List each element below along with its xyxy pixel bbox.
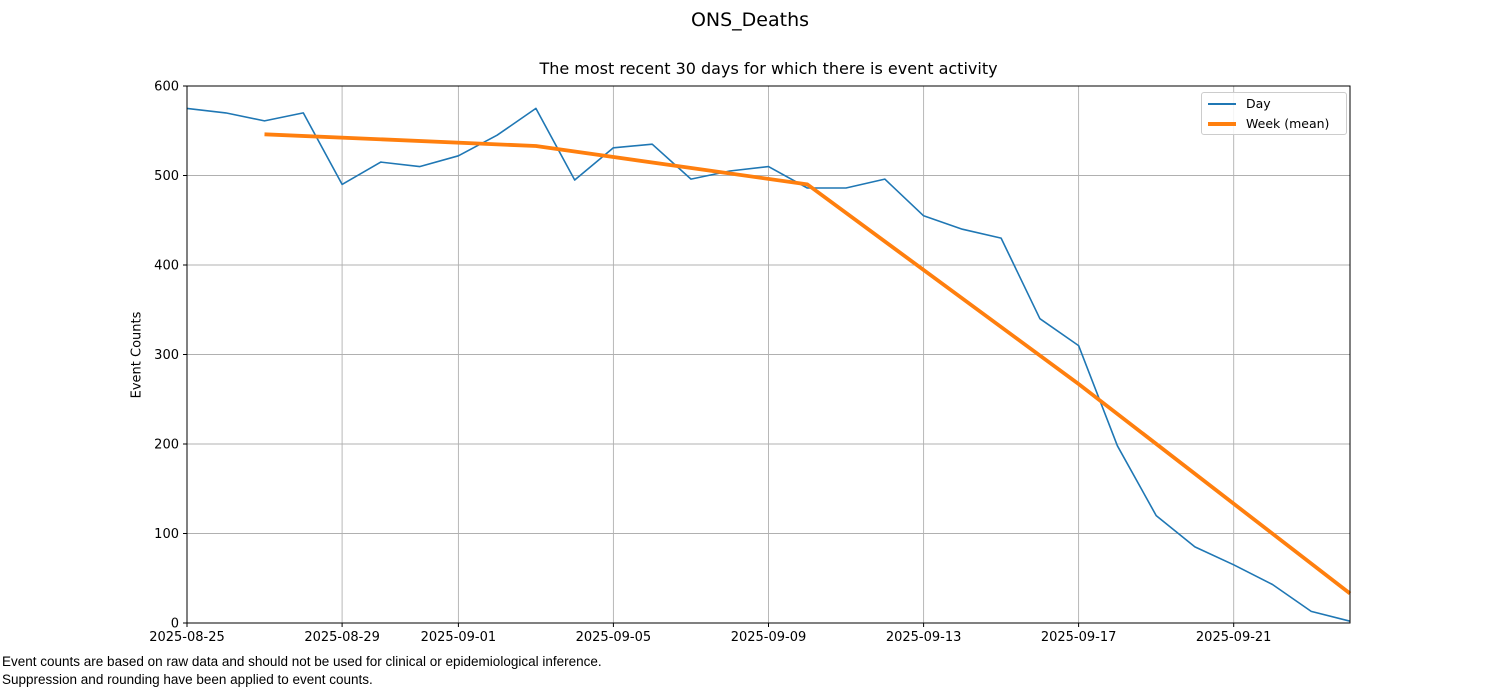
svg-text:2025-08-25: 2025-08-25 [149,630,225,645]
svg-text:200: 200 [154,438,179,453]
legend: Day Week (mean) [1201,92,1347,135]
svg-text:2025-09-09: 2025-09-09 [731,630,807,645]
chart-title: ONS_Deaths [690,9,810,31]
svg-text:500: 500 [154,169,179,184]
svg-text:2025-09-21: 2025-09-21 [1196,630,1272,645]
footnote-line-2: Suppression and rounding have been appli… [2,671,373,687]
svg-text:2025-09-17: 2025-09-17 [1041,630,1117,645]
svg-text:2025-09-05: 2025-09-05 [576,630,652,645]
footnote: Event counts are based on raw data and s… [2,653,602,688]
legend-item-day: Day [1202,96,1346,112]
svg-text:2025-09-01: 2025-09-01 [421,630,497,645]
legend-item-week: Week (mean) [1202,116,1346,132]
svg-text:300: 300 [154,348,179,363]
svg-text:0: 0 [171,617,179,632]
svg-text:2025-09-13: 2025-09-13 [886,630,962,645]
legend-label-day: Day [1246,96,1271,111]
svg-text:100: 100 [154,527,179,542]
legend-label-week: Week (mean) [1246,116,1330,131]
footnote-line-1: Event counts are based on raw data and s… [2,654,602,669]
chart-subtitle: The most recent 30 days for which there … [539,59,998,78]
svg-text:400: 400 [154,259,179,274]
svg-text:600: 600 [154,80,179,95]
svg-text:2025-08-29: 2025-08-29 [304,630,380,645]
day-line-swatch [1208,102,1236,105]
week-line-swatch [1208,121,1236,126]
